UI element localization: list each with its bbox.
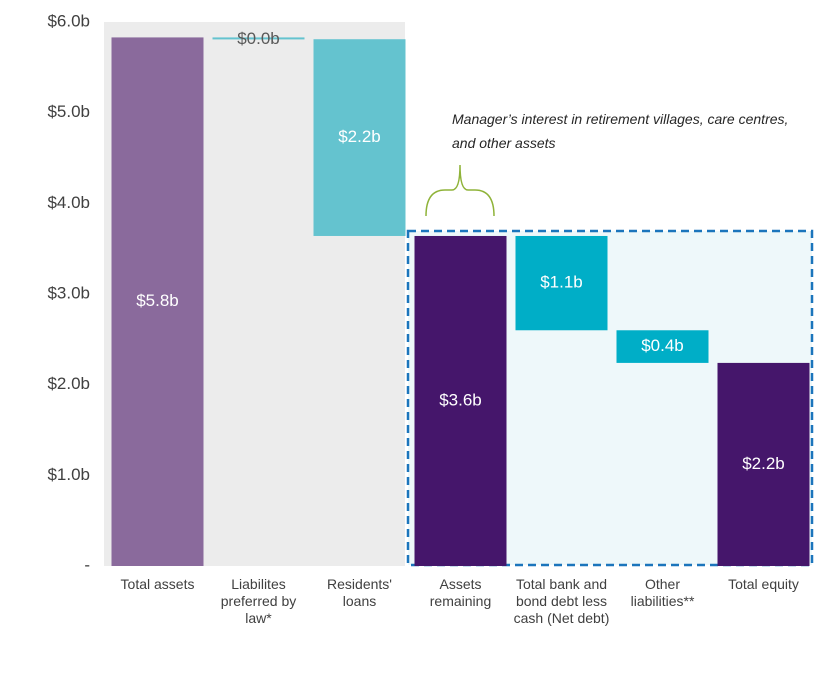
y-tick-label: $3.0b <box>47 283 90 302</box>
x-tick-label: Total bank and bond debt less cash (Net … <box>513 576 610 626</box>
annotation: Manager’s interest in retirement village… <box>452 111 789 151</box>
bar <box>616 330 709 363</box>
bar <box>313 39 406 236</box>
x-tick-label: Residents' loans <box>327 576 392 609</box>
x-tick-label: Assets remaining <box>429 576 492 609</box>
data-label: $5.8b <box>136 291 179 310</box>
y-tick-label: $4.0b <box>47 193 90 212</box>
bar <box>212 37 305 40</box>
y-tick-label: $6.0b <box>47 11 90 30</box>
data-label: $2.2b <box>742 454 785 473</box>
x-tick-label: Total equity <box>728 576 799 592</box>
brace <box>425 164 495 217</box>
bar <box>414 235 507 566</box>
bar <box>717 362 810 566</box>
data-label: $3.6b <box>439 390 482 409</box>
data-label: $0.0b <box>237 29 280 48</box>
y-tick-label: $2.0b <box>47 374 90 393</box>
x-tick-label: Liabilites preferred by law* <box>220 576 297 626</box>
bar <box>515 235 608 331</box>
data-label: $2.2b <box>338 127 381 146</box>
y-tick-label: $1.0b <box>47 465 90 484</box>
y-tick-label: - <box>84 555 90 574</box>
x-tick-label: Other liabilities** <box>630 576 695 609</box>
data-label: $1.1b <box>540 273 583 292</box>
x-tick-label: Total assets <box>120 576 195 592</box>
y-tick-label: $5.0b <box>47 102 90 121</box>
data-label: $0.4b <box>641 336 684 355</box>
bar <box>111 37 204 567</box>
